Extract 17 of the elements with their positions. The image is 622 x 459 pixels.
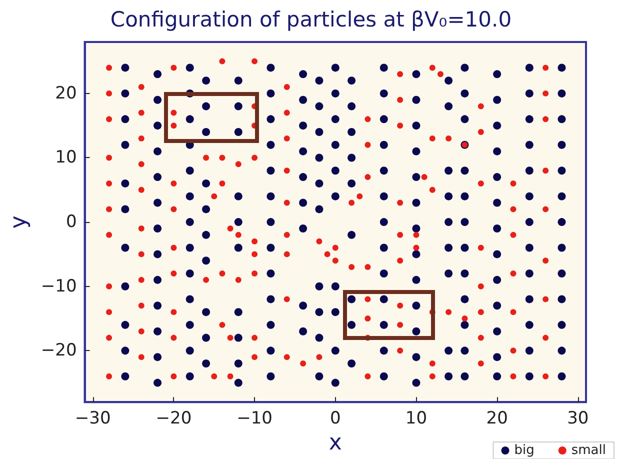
x-tick-label: 20 — [486, 408, 508, 429]
y-axis-title: y — [6, 216, 32, 229]
y-tick-label: −20 — [40, 340, 77, 361]
legend-label: small — [571, 443, 606, 458]
x-axis-title: x — [328, 430, 342, 456]
y-tick-label: 0 — [66, 212, 77, 232]
y-tick-label: −10 — [40, 276, 77, 296]
x-tick-label: 30 — [567, 408, 589, 429]
x-tick-label: 10 — [405, 408, 428, 429]
x-tick-label: −20 — [156, 408, 192, 429]
x-tick-label: 0 — [330, 408, 341, 429]
x-tick-label: −30 — [74, 408, 111, 429]
y-tick-label: 20 — [55, 83, 77, 104]
y-tick-label: 10 — [55, 148, 77, 168]
legend-label: big — [514, 443, 534, 458]
x-tick-label: −10 — [236, 408, 272, 429]
chart-title: Configuration of particles at βV₀=10.0 — [110, 8, 512, 32]
